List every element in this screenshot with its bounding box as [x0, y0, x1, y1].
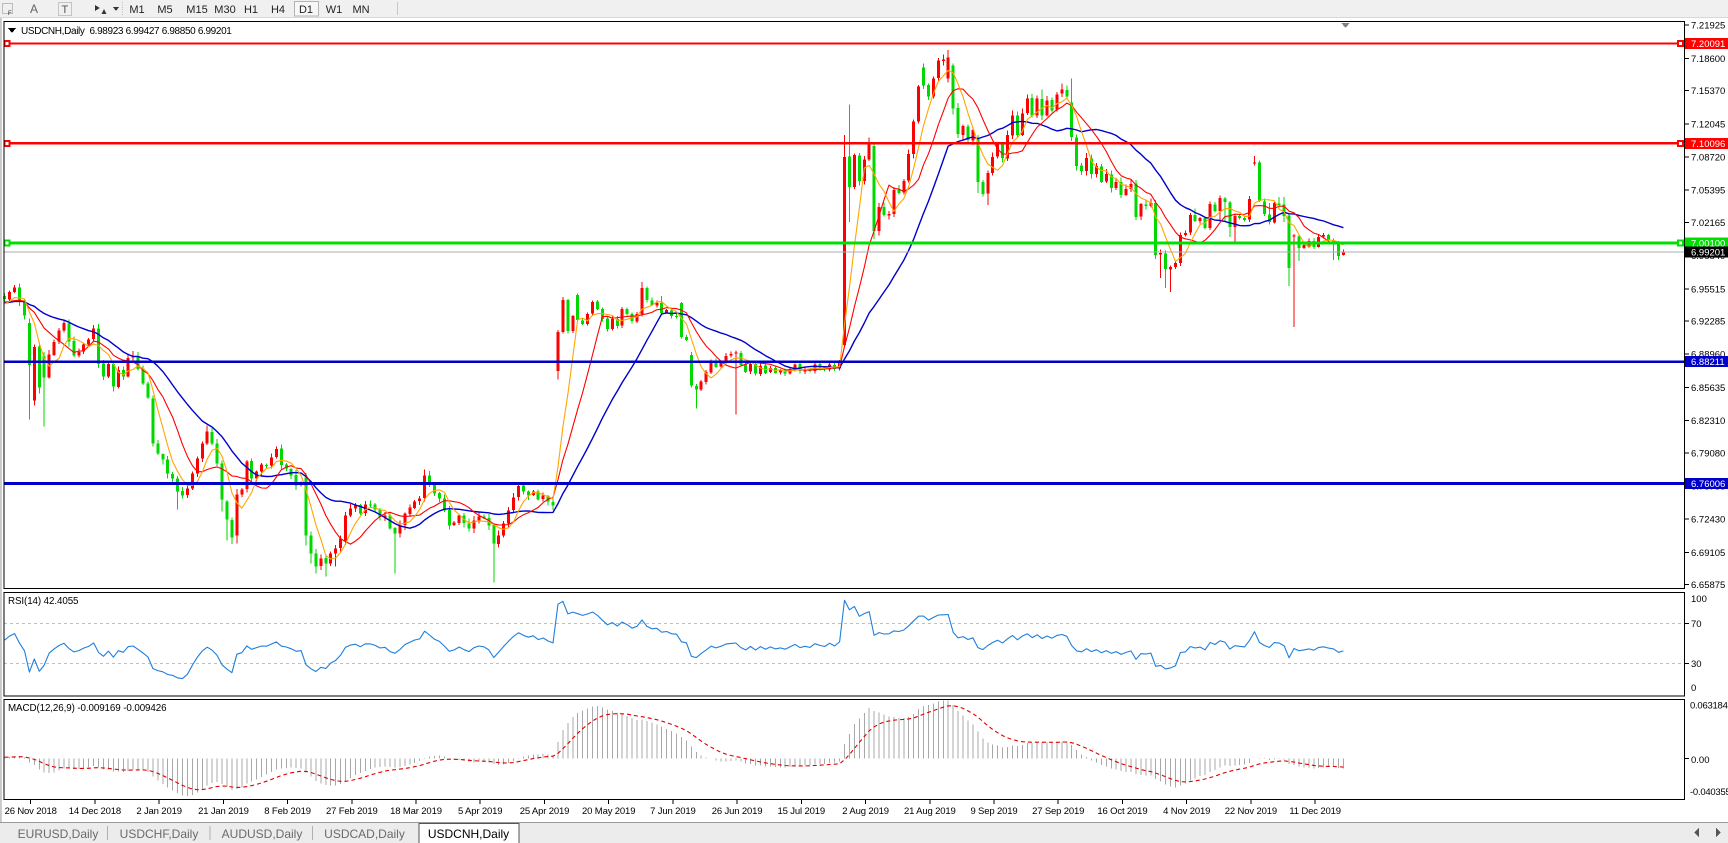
svg-text:USDCNH,Daily 6.98923 6.99427: USDCNH,Daily 6.98923 6.99427 6.98850 6.9… [21, 26, 232, 37]
svg-text:7.12045: 7.12045 [1691, 119, 1725, 130]
svg-text:M30: M30 [214, 4, 235, 16]
svg-text:7.08720: 7.08720 [1691, 153, 1725, 164]
svg-text:M1: M1 [129, 4, 144, 16]
svg-text:9 Sep 2019: 9 Sep 2019 [970, 806, 1017, 817]
svg-text:MN: MN [352, 4, 369, 16]
svg-text:7.18600: 7.18600 [1691, 54, 1725, 65]
svg-text:6.79080: 6.79080 [1691, 448, 1725, 459]
svg-text:D1: D1 [299, 4, 313, 16]
svg-text:F: F [8, 11, 12, 17]
svg-text:0.063184: 0.063184 [1690, 701, 1728, 712]
svg-text:0.00: 0.00 [1691, 755, 1710, 766]
svg-text:USDCHF,Daily: USDCHF,Daily [120, 827, 199, 841]
svg-text:6.65875: 6.65875 [1691, 580, 1725, 591]
svg-text:7 Jun 2019: 7 Jun 2019 [650, 806, 696, 817]
svg-text:7.00100: 7.00100 [1691, 239, 1725, 250]
svg-text:6.99201: 6.99201 [1691, 248, 1725, 259]
svg-text:2 Aug 2019: 2 Aug 2019 [842, 806, 889, 817]
svg-text:11 Dec 2019: 11 Dec 2019 [1289, 806, 1341, 817]
svg-text:5 Apr 2019: 5 Apr 2019 [458, 806, 502, 817]
svg-text:22 Nov 2019: 22 Nov 2019 [1225, 806, 1277, 817]
svg-text:21 Jan 2019: 21 Jan 2019 [198, 806, 249, 817]
svg-text:26 Jun 2019: 26 Jun 2019 [712, 806, 763, 817]
svg-text:7.05395: 7.05395 [1691, 186, 1725, 197]
svg-text:15 Jul 2019: 15 Jul 2019 [778, 806, 825, 817]
svg-text:21 Aug 2019: 21 Aug 2019 [904, 806, 956, 817]
svg-text:100: 100 [1691, 594, 1707, 605]
svg-text:6.82310: 6.82310 [1691, 416, 1725, 427]
svg-text:16 Oct 2019: 16 Oct 2019 [1097, 806, 1147, 817]
svg-text:7.21925: 7.21925 [1691, 21, 1725, 32]
svg-text:0: 0 [1691, 683, 1696, 694]
svg-text:H4: H4 [271, 4, 285, 16]
svg-text:6.88960: 6.88960 [1691, 350, 1725, 361]
svg-text:EURUSD,Daily: EURUSD,Daily [18, 827, 99, 841]
svg-text:AUDUSD,Daily: AUDUSD,Daily [222, 827, 303, 841]
svg-text:7.15370: 7.15370 [1691, 86, 1725, 97]
svg-text:USDCAD,Daily: USDCAD,Daily [324, 827, 405, 841]
svg-text:7.10096: 7.10096 [1691, 139, 1725, 150]
svg-text:18 Mar 2019: 18 Mar 2019 [390, 806, 442, 817]
svg-text:70: 70 [1691, 619, 1702, 630]
svg-text:7.20091: 7.20091 [1691, 39, 1725, 50]
svg-text:M15: M15 [186, 4, 207, 16]
svg-text:8 Feb 2019: 8 Feb 2019 [264, 806, 311, 817]
svg-text:7.02165: 7.02165 [1691, 218, 1725, 229]
svg-text:6.92285: 6.92285 [1691, 317, 1725, 328]
svg-text:-0.040355: -0.040355 [1690, 787, 1728, 798]
svg-text:M5: M5 [157, 4, 172, 16]
svg-text:A: A [30, 2, 38, 16]
svg-text:6.72430: 6.72430 [1691, 515, 1725, 526]
svg-text:USDCNH,Daily: USDCNH,Daily [428, 827, 509, 841]
svg-text:6.69105: 6.69105 [1691, 548, 1725, 559]
svg-text:H1: H1 [244, 4, 258, 16]
svg-text:RSI(14) 42.4055: RSI(14) 42.4055 [8, 596, 79, 607]
svg-text:14 Dec 2018: 14 Dec 2018 [69, 806, 121, 817]
svg-text:4 Nov 2019: 4 Nov 2019 [1163, 806, 1210, 817]
svg-text:26 Nov 2018: 26 Nov 2018 [5, 806, 57, 817]
svg-text:6.76006: 6.76006 [1691, 479, 1725, 490]
svg-text:6.85635: 6.85635 [1691, 383, 1725, 394]
svg-text:27 Sep 2019: 27 Sep 2019 [1032, 806, 1084, 817]
svg-text:T: T [62, 4, 69, 16]
svg-text:27 Feb 2019: 27 Feb 2019 [326, 806, 378, 817]
svg-text:W1: W1 [326, 4, 343, 16]
svg-text:25 Apr 2019: 25 Apr 2019 [520, 806, 570, 817]
svg-text:6.95515: 6.95515 [1691, 284, 1725, 295]
svg-text:20 May 2019: 20 May 2019 [582, 806, 635, 817]
svg-text:2 Jan 2019: 2 Jan 2019 [136, 806, 182, 817]
svg-text:30: 30 [1691, 659, 1702, 670]
svg-text:6.88211: 6.88211 [1691, 357, 1725, 368]
svg-text:MACD(12,26,9) -0.009169 -0.009: MACD(12,26,9) -0.009169 -0.009426 [8, 703, 167, 714]
